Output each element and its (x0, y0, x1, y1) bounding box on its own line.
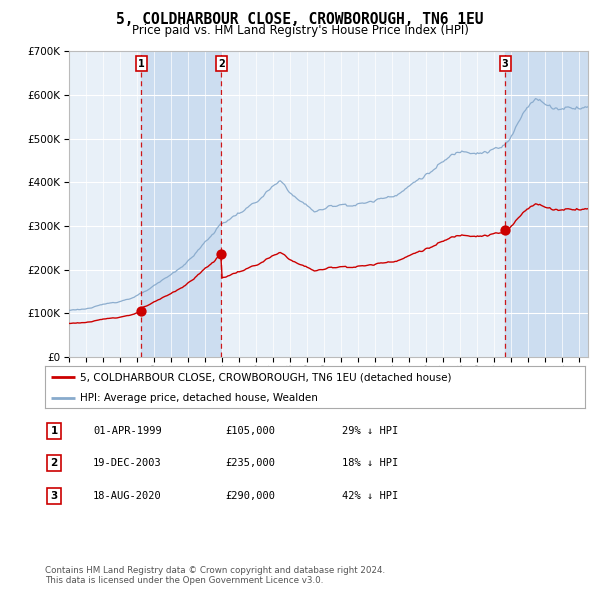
Point (217, 250, 226, 259)
Bar (505, 51, 588, 357)
Text: 01-APR-1999: 01-APR-1999 (93, 426, 162, 435)
Point (500, 225, 510, 235)
Text: This data is licensed under the Open Government Licence v3.0.: This data is licensed under the Open Gov… (45, 576, 323, 585)
Bar (142, 51, 221, 357)
Text: 3: 3 (502, 58, 509, 68)
Text: Contains HM Land Registry data © Crown copyright and database right 2024.: Contains HM Land Registry data © Crown c… (45, 566, 385, 575)
Text: 1: 1 (138, 58, 145, 68)
Text: 18% ↓ HPI: 18% ↓ HPI (342, 458, 398, 468)
Text: £235,000: £235,000 (225, 458, 275, 468)
Text: Price paid vs. HM Land Registry's House Price Index (HPI): Price paid vs. HM Land Registry's House … (131, 24, 469, 37)
Text: £290,000: £290,000 (225, 491, 275, 500)
Text: 1: 1 (50, 426, 58, 435)
Text: 18-AUG-2020: 18-AUG-2020 (93, 491, 162, 500)
Text: 5, COLDHARBOUR CLOSE, CROWBOROUGH, TN6 1EU: 5, COLDHARBOUR CLOSE, CROWBOROUGH, TN6 1… (116, 12, 484, 27)
Text: £105,000: £105,000 (225, 426, 275, 435)
Text: 2: 2 (218, 58, 225, 68)
Text: 19-DEC-2003: 19-DEC-2003 (93, 458, 162, 468)
Text: HPI: Average price, detached house, Wealden: HPI: Average price, detached house, Weal… (80, 393, 318, 402)
Point (137, 306, 146, 316)
Text: 5, COLDHARBOUR CLOSE, CROWBOROUGH, TN6 1EU (detached house): 5, COLDHARBOUR CLOSE, CROWBOROUGH, TN6 1… (80, 372, 452, 382)
Text: 29% ↓ HPI: 29% ↓ HPI (342, 426, 398, 435)
Text: 2: 2 (50, 458, 58, 468)
Text: 42% ↓ HPI: 42% ↓ HPI (342, 491, 398, 500)
Text: 3: 3 (50, 491, 58, 500)
